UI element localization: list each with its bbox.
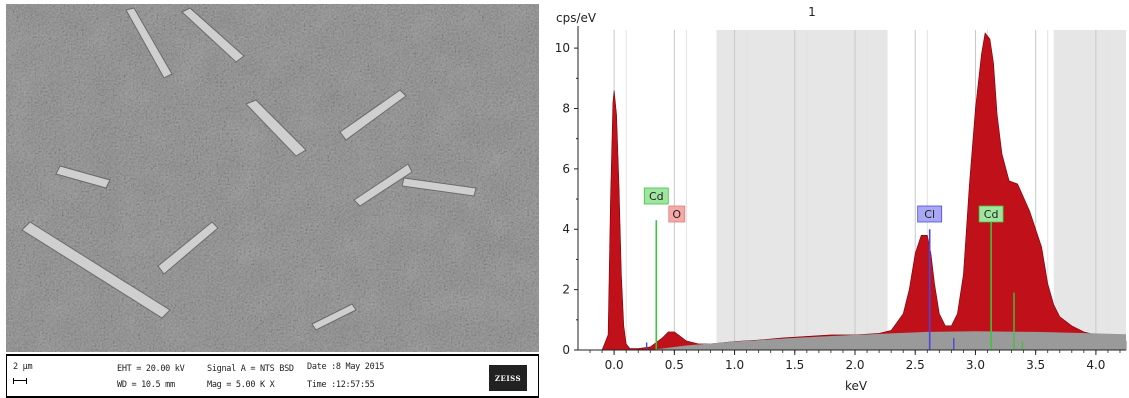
y-tick-label-5: 10	[555, 41, 570, 55]
scale-bar	[13, 378, 27, 384]
region-label: 1	[808, 5, 816, 19]
edx-spectrum-chart: Cd O Cl Cd 0 2 4 6 8 10 0.0 0.5 1.0 1.5 2.0 2.5 3.0 3.5 4…	[555, 5, 1127, 393]
crystal-needles	[21, 7, 477, 331]
spectrum-series	[578, 32, 1127, 351]
element-box-cd	[643, 187, 669, 205]
y-tick-label-4: 8	[562, 101, 570, 115]
time-value: Time :12:57:55	[307, 380, 375, 390]
signal-value: Signal A = NTS BSD	[207, 364, 294, 374]
edx-spectrum-panel: Cd O Cl Cd 0 2 4 6 8 10 0.0 0.5 1.0 1.5 2.0 2.5 3.0 3.5 4…	[548, 0, 1129, 398]
y-tick-label-1: 2	[562, 283, 570, 297]
element-box-o	[668, 205, 686, 223]
element-markers: Cd O Cl Cd	[643, 187, 1024, 350]
x-tick-label-2: 1.0	[725, 358, 744, 372]
element-box-cl	[917, 205, 943, 223]
scale-bar-label: 2 µm	[13, 362, 33, 372]
element-box-cd	[978, 205, 1004, 223]
axes: 0 2 4 6 8 10 0.0 0.5 1.0 1.5 2.0 2.5 3.0 3.5 4.0	[555, 26, 1126, 372]
x-tick-label-0: 0.0	[605, 358, 624, 372]
x-tick-label-7: 3.5	[1026, 358, 1045, 372]
spectrum-area-0	[578, 32, 1127, 351]
y-axis-label: cps/eV	[556, 11, 597, 25]
roi-band-1	[1053, 30, 1126, 350]
sem-info-bar: 2 µm EHT = 20.00 kV WD = 10.5 mm Signal …	[6, 354, 539, 398]
x-tick-label-1: 0.5	[665, 358, 684, 372]
x-tick-label-4: 2.0	[845, 358, 864, 372]
sem-micrograph-image	[6, 4, 539, 352]
mag-value: Mag = 5.00 K X	[207, 380, 275, 390]
x-tick-label-6: 3.0	[966, 358, 985, 372]
roi-band-0	[716, 30, 888, 350]
x-axis-label: keV	[845, 379, 868, 393]
sem-micrograph-panel: 2 µm EHT = 20.00 kV WD = 10.5 mm Signal …	[6, 4, 539, 398]
x-tick-label-3: 1.5	[785, 358, 804, 372]
eht-value: EHT = 20.00 kV	[117, 364, 185, 374]
element-label-cl: Cl	[924, 208, 935, 221]
element-label-cd: Cd	[984, 208, 999, 221]
y-tick-label-2: 4	[562, 222, 570, 236]
wd-value: WD = 10.5 mm	[117, 380, 175, 390]
element-label-cd: Cd	[649, 190, 664, 203]
axis-labels: cps/eV keV 1	[556, 5, 868, 393]
y-tick-label-3: 6	[562, 162, 570, 176]
x-tick-label-5: 2.5	[906, 358, 925, 372]
y-tick-label-0: 0	[562, 343, 570, 357]
zeiss-logo: ZEISS	[489, 365, 527, 391]
date-value: Date :8 May 2015	[307, 362, 385, 372]
roi-region	[716, 30, 1126, 350]
element-label-o: O	[672, 208, 681, 221]
x-tick-label-8: 4.0	[1086, 358, 1105, 372]
spectrum-area-1	[650, 331, 1126, 350]
